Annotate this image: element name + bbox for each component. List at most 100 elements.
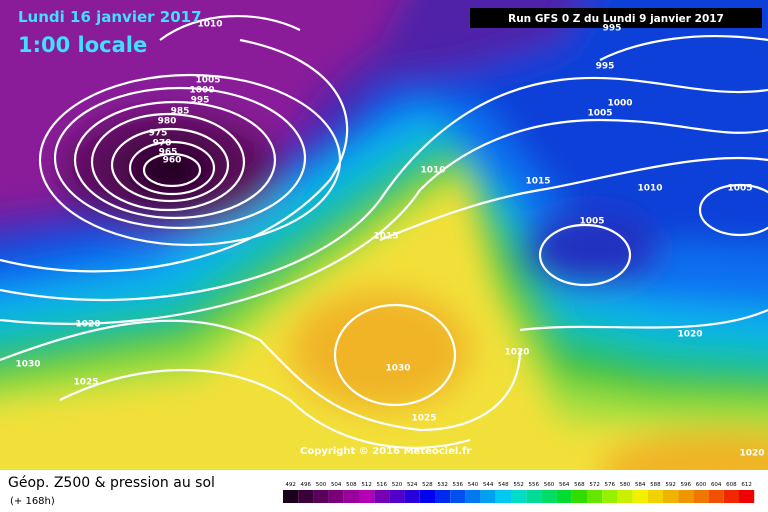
legend-label: 512	[361, 482, 372, 488]
legend-swatch	[541, 490, 557, 503]
legend-swatch	[739, 490, 755, 503]
legend-label: 556	[529, 482, 540, 488]
legend-swatch	[283, 490, 299, 503]
legend-label: 612	[741, 482, 752, 488]
legend-swatch	[587, 490, 603, 503]
legend-label: 576	[605, 482, 616, 488]
legend-swatch	[723, 490, 739, 503]
isobar-label: 985	[171, 107, 190, 117]
isobar-label: 1005	[579, 217, 604, 227]
legend-label: 548	[498, 482, 509, 488]
legend-swatch	[419, 490, 435, 503]
legend-swatch	[647, 490, 663, 503]
isobar-label: 1030	[385, 364, 410, 374]
legend-label: 572	[589, 482, 600, 488]
forecast-date: Lundi 16 janvier 2017	[18, 8, 202, 26]
isobar-label: 1025	[73, 378, 98, 388]
isobar-label: 995	[603, 24, 622, 34]
legend-swatch	[617, 490, 633, 503]
legend-swatch	[678, 490, 694, 503]
isobar-label: 995	[191, 96, 210, 106]
legend-label: 608	[726, 482, 737, 488]
isobar-labels: 1010100510009959859809759709659609951000…	[15, 20, 764, 459]
legend-swatch	[495, 490, 511, 503]
legend-label: 508	[346, 482, 357, 488]
legend-swatch	[343, 490, 359, 503]
isobar-label: 1020	[504, 348, 529, 358]
legend-label: 492	[285, 482, 296, 488]
isobar-label: 1005	[195, 76, 220, 86]
isobar-label: 1020	[677, 330, 702, 340]
isobar-label: 995	[596, 62, 615, 72]
legend-label: 496	[301, 482, 312, 488]
legend-label: 500	[316, 482, 327, 488]
legend-swatch	[602, 490, 618, 503]
isobar-label: 1005	[727, 184, 752, 194]
legend-label: 560	[544, 482, 555, 488]
legend-label: 552	[513, 482, 524, 488]
legend-swatch	[450, 490, 466, 503]
legend-label: 600	[696, 482, 707, 488]
isobar-label: 965	[159, 148, 178, 158]
legend-label: 588	[650, 482, 661, 488]
isobar-label: 975	[149, 129, 168, 139]
legend-swatch	[313, 490, 329, 503]
legend-swatch	[404, 490, 420, 503]
legend-swatch	[632, 490, 648, 503]
legend-label: 596	[681, 482, 692, 488]
isobar-label: 1025	[411, 414, 436, 424]
legend-swatch	[663, 490, 679, 503]
legend-label: 584	[635, 482, 646, 488]
isobar-label: 1015	[373, 232, 398, 242]
isobar-label: 1020	[739, 449, 764, 459]
legend-label: 592	[665, 482, 676, 488]
isobar-label: 1010	[197, 20, 222, 30]
legend-label: 520	[392, 482, 403, 488]
legend-label: 564	[559, 482, 570, 488]
legend-swatch	[328, 490, 344, 503]
isobar-label: 980	[158, 117, 177, 127]
isobar-label: 1000	[607, 99, 632, 109]
legend-label: 532	[437, 482, 448, 488]
isobar-label: 970	[153, 139, 172, 149]
run-info: Run GFS 0 Z du Lundi 9 janvier 2017	[508, 13, 724, 25]
legend-swatch	[526, 490, 542, 503]
run-box	[470, 8, 762, 28]
legend-label: 516	[377, 482, 388, 488]
isobar-label: 1010	[420, 166, 445, 176]
legend-swatch	[435, 490, 451, 503]
legend-label: 504	[331, 482, 342, 488]
legend-swatch	[480, 490, 496, 503]
legend-swatch	[693, 490, 709, 503]
legend: 492 496 500 504 508 512 516 520 524 528 532 536 540 5…	[283, 482, 755, 503]
legend-label: 580	[620, 482, 631, 488]
legend-label: 540	[468, 482, 479, 488]
footer-subtitle: (+ 168h)	[10, 496, 55, 507]
isobar-label: 1005	[587, 109, 612, 119]
legend-swatch	[511, 490, 527, 503]
legend-label: 536	[453, 482, 464, 488]
legend-label: 604	[711, 482, 722, 488]
legend-label: 544	[483, 482, 494, 488]
legend-swatch	[389, 490, 405, 503]
isobar-label: 960	[163, 156, 182, 166]
isobar-label: 1000	[189, 86, 214, 96]
legend-swatch	[571, 490, 587, 503]
legend-swatch	[556, 490, 572, 503]
legend-label: 524	[407, 482, 418, 488]
legend-label: 528	[422, 482, 433, 488]
isobar-label: 1030	[15, 360, 40, 370]
legend-swatch	[374, 490, 390, 503]
isobar-label: 1015	[525, 177, 550, 187]
copyright: Copyright © 2016 Meteociel.fr	[300, 446, 471, 457]
legend-swatch	[708, 490, 724, 503]
legend-swatch	[298, 490, 314, 503]
footer-title: Géop. Z500 & pression au sol	[8, 475, 215, 491]
forecast-time: 1:00 locale	[18, 33, 147, 57]
legend-swatch	[359, 490, 375, 503]
legend-swatch	[465, 490, 481, 503]
legend-label: 568	[574, 482, 585, 488]
